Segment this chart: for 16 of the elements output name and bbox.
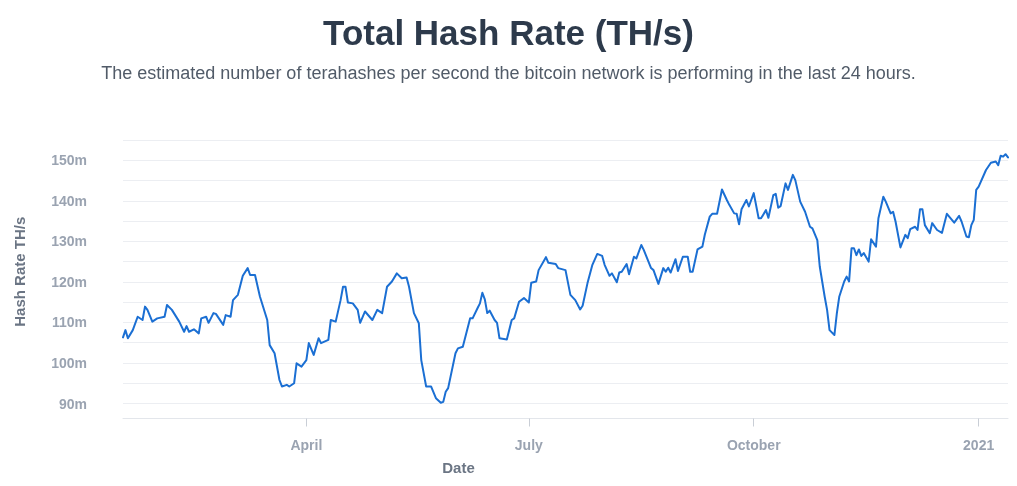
chart-title: Total Hash Rate (TH/s) (323, 13, 694, 52)
x-tick-label: April (290, 436, 323, 453)
x-tick-label: October (726, 436, 782, 453)
y-tick-label: 120m (51, 273, 87, 290)
y-tick-label: 90m (58, 395, 87, 412)
y-tick-label: 130m (51, 233, 87, 250)
y-tick-label: 140m (51, 192, 87, 209)
y-tick-label: 100m (51, 354, 87, 371)
y-axis-title: Hash Rate TH/s (11, 216, 28, 327)
y-tick-label: 110m (51, 314, 87, 331)
x-tick-label: July (514, 436, 544, 453)
y-tick-label: 150m (51, 152, 87, 169)
line-series (122, 153, 1009, 404)
x-axis-title: Date (442, 458, 475, 476)
x-tick-label: 2021 (963, 436, 995, 453)
chart-subtitle: The estimated number of terahashes per second the bitcoin network is performing in the last 24 hours. (101, 63, 916, 83)
